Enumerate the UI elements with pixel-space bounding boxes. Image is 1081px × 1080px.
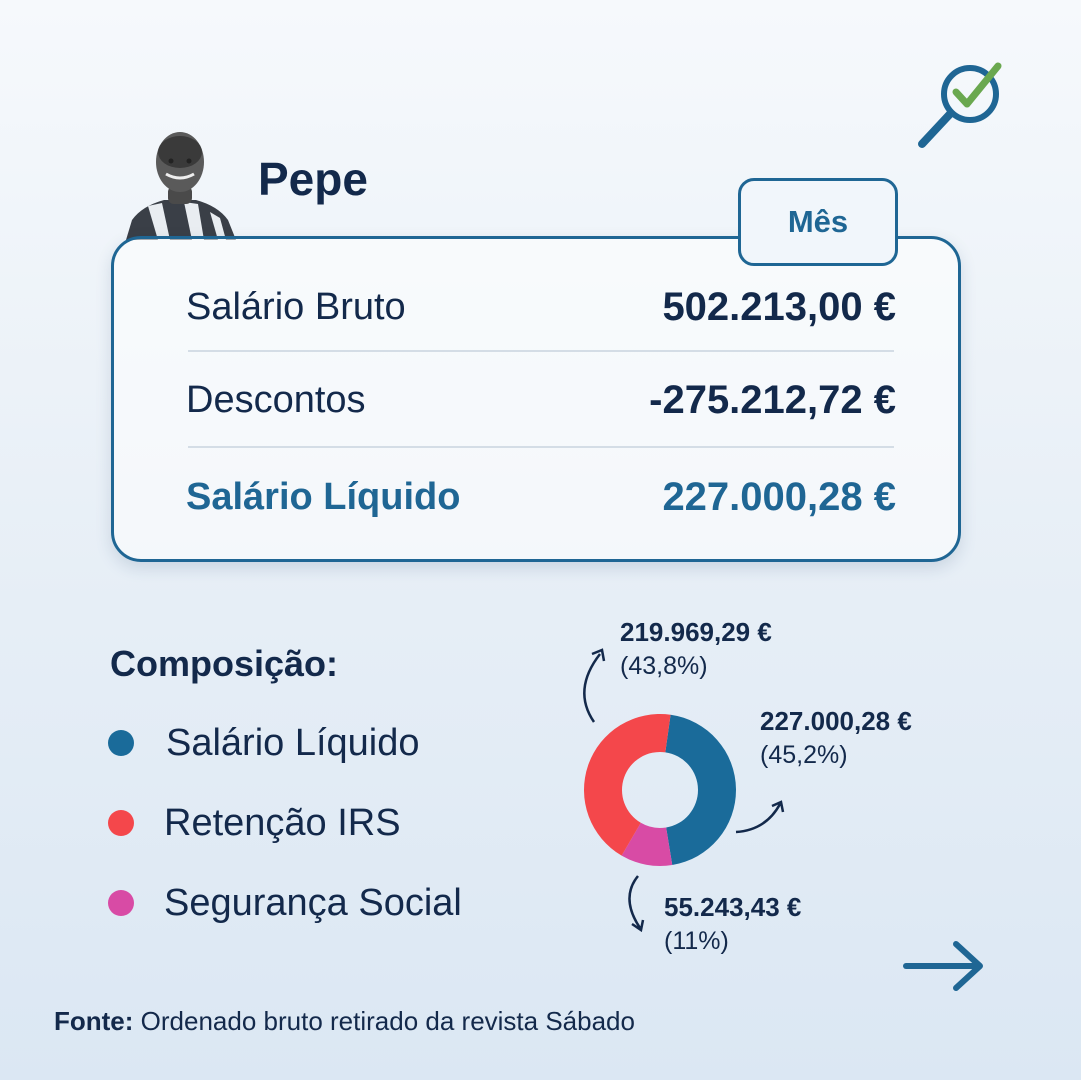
legend-label: Segurança Social: [164, 881, 462, 924]
callout-amount: 227.000,28 €: [760, 706, 912, 736]
source-note: Fonte: Ordenado bruto retirado da revist…: [54, 1006, 635, 1037]
donut-slice-social-security: [621, 822, 673, 866]
net-salary-value: 227.000,28 €: [662, 474, 896, 519]
player-name: Pepe: [258, 153, 368, 205]
legend-dot: [108, 810, 134, 836]
arrow-irs: [583, 653, 601, 723]
callout-irs: 219.969,29 € (43,8%): [620, 615, 772, 683]
source-text: Ordenado bruto retirado da revista Sábad…: [140, 1006, 635, 1036]
callout-net-salary: 227.000,28 € (45,2%): [760, 704, 912, 772]
legend-item-net-salary: Salário Líquido: [108, 721, 420, 765]
arrow-social: [628, 875, 642, 929]
legend-dot: [108, 890, 134, 916]
row-divider: [188, 350, 894, 352]
net-salary-row: Salário Líquido 227.000,28 €: [186, 467, 896, 527]
deductions-value: -275.212,72 €: [649, 377, 896, 422]
arrow-right-icon[interactable]: [900, 936, 988, 996]
legend-item-irs: Retenção IRS: [108, 801, 401, 845]
composition-title: Composição:: [110, 643, 339, 684]
donut-slice-irs: [584, 714, 671, 856]
net-salary-label: Salário Líquido: [186, 475, 461, 518]
salary-card: [111, 236, 961, 562]
legend-label: Salário Líquido: [166, 721, 420, 764]
callout-social-security: 55.243,43 € (11%): [664, 890, 801, 958]
legend-label: Retenção IRS: [164, 801, 401, 844]
source-label: Fonte:: [54, 1006, 134, 1036]
donut-slice-net-salary: [665, 714, 736, 866]
deductions-label: Descontos: [186, 378, 366, 421]
callout-percentage: (11%): [664, 927, 729, 955]
row-divider: [188, 446, 894, 448]
gross-salary-row: Salário Bruto 502.213,00 €: [186, 277, 896, 337]
callout-amount: 55.243,43 €: [664, 892, 802, 922]
callout-percentage: (45,2%): [760, 741, 848, 769]
callout-amount: 219.969,29 €: [620, 617, 772, 647]
arrow-net: [735, 803, 782, 834]
legend-dot: [108, 730, 134, 756]
gross-salary-label: Salário Bruto: [186, 285, 406, 328]
legend-item-social-security: Segurança Social: [108, 881, 462, 925]
gross-salary-value: 502.213,00 €: [662, 284, 896, 329]
period-tab-month[interactable]: Mês: [738, 178, 898, 266]
callout-percentage: (43,8%): [620, 652, 708, 680]
player-avatar: [118, 128, 242, 240]
composition-donut-chart: [584, 714, 736, 866]
callout-arrows: [583, 648, 785, 933]
deductions-row: Descontos -275.212,72 €: [186, 370, 896, 430]
magnifier-check-icon: [912, 58, 1016, 154]
